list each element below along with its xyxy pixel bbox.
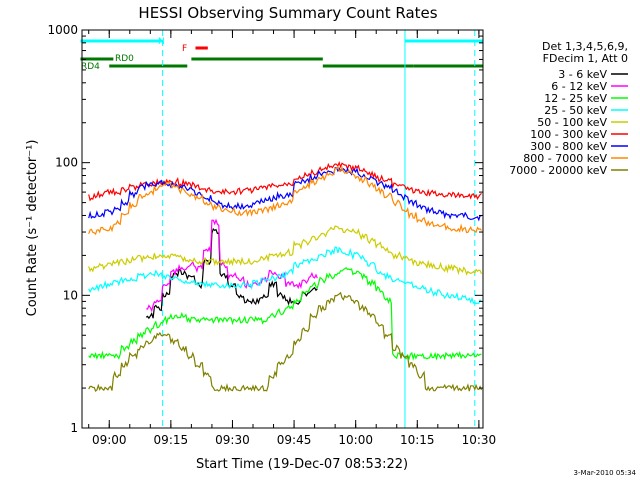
series-line-0 — [145, 228, 318, 320]
y-tick-label-0: 1 — [70, 421, 78, 435]
footer-date: 3-Mar-2010 05:34 — [574, 469, 637, 477]
axes-layer: 1 10 100 1000 09:00 09:15 09:30 09:45 10:00 10:15… — [47, 23, 496, 447]
x-tick-label-4: 10:00 — [338, 433, 373, 447]
legend-label-8: 7000 - 20000 keV — [509, 164, 607, 177]
legend-label-7: 800 - 7000 keV — [523, 152, 607, 165]
series-line-3 — [88, 246, 482, 305]
legend-label-1: 6 - 12 keV — [551, 80, 607, 93]
series-line-7 — [88, 165, 482, 236]
legend-header-1: FDecim 1, Att 0 — [543, 52, 628, 65]
series-line-1 — [146, 218, 318, 313]
flag-label-rd4: RD4 — [81, 62, 100, 72]
y-tick-label-2: 100 — [55, 156, 78, 170]
x-tick-label-6: 10:30 — [462, 433, 497, 447]
chart-title: HESSI Observing Summary Count Rates — [138, 4, 437, 22]
y-axis-label: Count Rate (s⁻¹ detector⁻¹) — [25, 140, 40, 317]
x-tick-label-0: 09:00 — [92, 433, 127, 447]
series-line-8 — [88, 291, 483, 393]
flag-label-f: F — [182, 44, 187, 54]
series-line-5 — [88, 160, 482, 202]
flag-label-rd0: RD0 — [115, 54, 134, 64]
flag-label-n: N — [158, 37, 165, 47]
x-axis-label: Start Time (19-Dec-07 08:53:22) — [196, 457, 408, 472]
legend: Det 1,3,4,5,6,9,FDecim 1, Att 0 3 - 6 keV… — [509, 40, 628, 177]
series-line-2 — [88, 267, 482, 361]
x-tick-label-1: 09:15 — [154, 433, 189, 447]
legend-label-4: 50 - 100 keV — [537, 116, 607, 129]
legend-label-6: 300 - 800 keV — [530, 140, 607, 153]
legend-label-5: 100 - 300 keV — [530, 128, 607, 141]
series-line-4 — [88, 225, 483, 276]
x-tick-label-2: 09:30 — [215, 433, 250, 447]
y-tick-label-1: 10 — [63, 288, 78, 302]
legend-label-3: 25 - 50 keV — [544, 104, 607, 117]
series-line-6 — [88, 167, 482, 222]
legend-label-0: 3 - 6 keV — [558, 68, 607, 81]
plot-frame — [81, 29, 484, 429]
legend-header-0: Det 1,3,4,5,6,9, — [542, 40, 628, 53]
y-tick-label-3: 1000 — [47, 23, 78, 37]
series-layer — [88, 160, 483, 393]
legend-label-2: 12 - 25 keV — [544, 92, 607, 105]
x-tick-label-5: 10:15 — [400, 433, 435, 447]
x-tick-label-3: 09:45 — [277, 433, 312, 447]
observing-flags: N F RD0 RD4 — [80, 30, 483, 428]
